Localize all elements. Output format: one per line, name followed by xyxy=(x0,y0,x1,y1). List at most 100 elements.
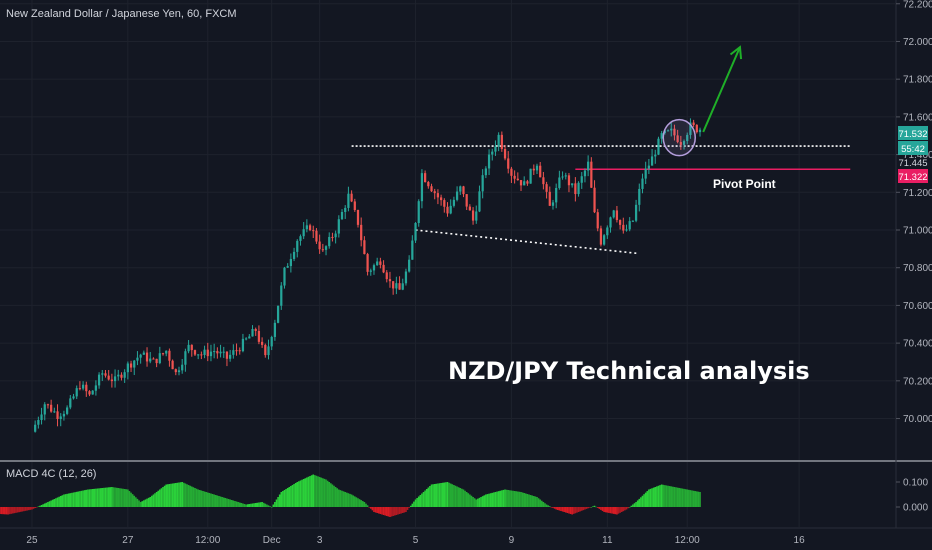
macd-bar xyxy=(443,482,446,507)
candle-body xyxy=(203,349,206,355)
macd-bar xyxy=(149,497,152,507)
candle-body xyxy=(72,396,75,399)
time-tick-label: 5 xyxy=(413,535,419,546)
candle-body xyxy=(673,128,676,136)
macd-bar xyxy=(98,488,100,507)
macd-bar xyxy=(10,507,12,514)
price-tick-label: 71.600 xyxy=(903,112,932,123)
macd-bar xyxy=(189,485,191,507)
macd-bar xyxy=(50,500,52,507)
macd-bar xyxy=(181,482,183,507)
candle-body xyxy=(193,350,197,355)
macd-bar xyxy=(587,507,589,509)
macd-bar xyxy=(238,502,241,507)
candle-body xyxy=(104,373,107,376)
macd-bar xyxy=(176,482,179,507)
indicator-title[interactable]: MACD 4C (12, 26) xyxy=(6,468,96,480)
macd-bar xyxy=(51,499,54,507)
candle-body xyxy=(471,210,475,221)
candle-body xyxy=(340,211,344,220)
macd-bar xyxy=(368,507,370,508)
macd-bar xyxy=(577,507,580,512)
macd-bar xyxy=(584,507,586,510)
macd-bar xyxy=(112,487,115,507)
macd-bar xyxy=(633,503,636,507)
macd-bar xyxy=(315,475,318,507)
macd-bar xyxy=(79,491,81,507)
macd-bar xyxy=(536,497,538,507)
macd-bar xyxy=(640,497,642,507)
time-axis[interactable]: 25 27 12:00 Dec 3 5 9 11 12:00 16 xyxy=(26,535,805,546)
macd-bar xyxy=(397,507,399,515)
macd-bar xyxy=(173,483,176,507)
macd-bar xyxy=(40,505,43,507)
candle-body xyxy=(126,363,129,373)
macd-bar xyxy=(588,507,591,508)
candle-body xyxy=(264,344,267,356)
price-axis[interactable]: 72.200 72.000 71.800 71.600 71.400 71.200 71.0… xyxy=(896,0,932,425)
candle-body xyxy=(424,173,427,183)
candle-body xyxy=(567,175,571,186)
indicator-axis[interactable]: 0.100 0.000 xyxy=(896,478,928,514)
macd-bar xyxy=(432,484,434,507)
macd-bar xyxy=(331,484,334,507)
candle-body xyxy=(414,222,417,241)
candle-body xyxy=(599,228,603,245)
macd-bar xyxy=(186,484,188,507)
macd-bar xyxy=(430,484,433,507)
macd-bar xyxy=(349,493,351,507)
candle-body xyxy=(587,161,590,171)
macd-bar xyxy=(475,499,478,507)
candle-body xyxy=(283,267,286,286)
candle-body xyxy=(155,358,158,364)
macd-bar xyxy=(668,486,671,507)
symbol-title[interactable]: New Zealand Dollar / Japanese Yen, 60, F… xyxy=(6,8,237,20)
macd-bar xyxy=(689,490,692,507)
candle-body xyxy=(433,191,436,194)
candle-body xyxy=(698,129,702,133)
candle-body xyxy=(107,375,110,380)
candle-body xyxy=(395,283,398,289)
macd-bar xyxy=(393,507,396,516)
macd-bar xyxy=(485,494,487,507)
macd-bar xyxy=(82,490,84,507)
candle-body xyxy=(302,229,305,237)
candle-body xyxy=(235,350,238,352)
macd-bar xyxy=(649,488,652,507)
macd-bar xyxy=(35,507,38,508)
macd-bar xyxy=(517,491,519,507)
macd-bar xyxy=(214,495,217,507)
macd-bar xyxy=(259,502,262,507)
candle-body xyxy=(663,130,666,134)
macd-bar xyxy=(333,485,335,507)
macd-bar xyxy=(19,507,22,512)
macd-bar xyxy=(21,507,24,512)
candle-body xyxy=(510,168,513,176)
macd-bar xyxy=(520,492,522,507)
macd-bar xyxy=(23,507,25,512)
candle-body xyxy=(97,374,101,386)
macd-bar xyxy=(680,488,682,507)
candle-body xyxy=(382,264,385,273)
candle-body xyxy=(577,182,580,195)
macd-bar xyxy=(691,490,693,507)
macd-bar xyxy=(580,507,583,511)
macd-bar xyxy=(651,488,653,507)
price-tick-label: 70.400 xyxy=(903,339,932,350)
macd-bar xyxy=(421,493,423,507)
macd-bar xyxy=(406,507,409,510)
candle-body xyxy=(417,201,420,223)
candle-body xyxy=(245,338,248,340)
macd-bar xyxy=(34,507,36,508)
macd-bar xyxy=(512,490,514,507)
price-tick-label: 72.200 xyxy=(903,0,932,10)
macd-bar xyxy=(462,489,465,507)
macd-bar xyxy=(159,489,161,507)
macd-bar xyxy=(611,507,613,514)
pivot-price-value: 71.322 xyxy=(898,172,927,183)
macd-bar xyxy=(390,507,393,517)
macd-bar xyxy=(510,490,513,507)
macd-bar xyxy=(304,478,307,507)
macd-bar xyxy=(256,502,259,507)
macd-bar xyxy=(61,495,64,507)
